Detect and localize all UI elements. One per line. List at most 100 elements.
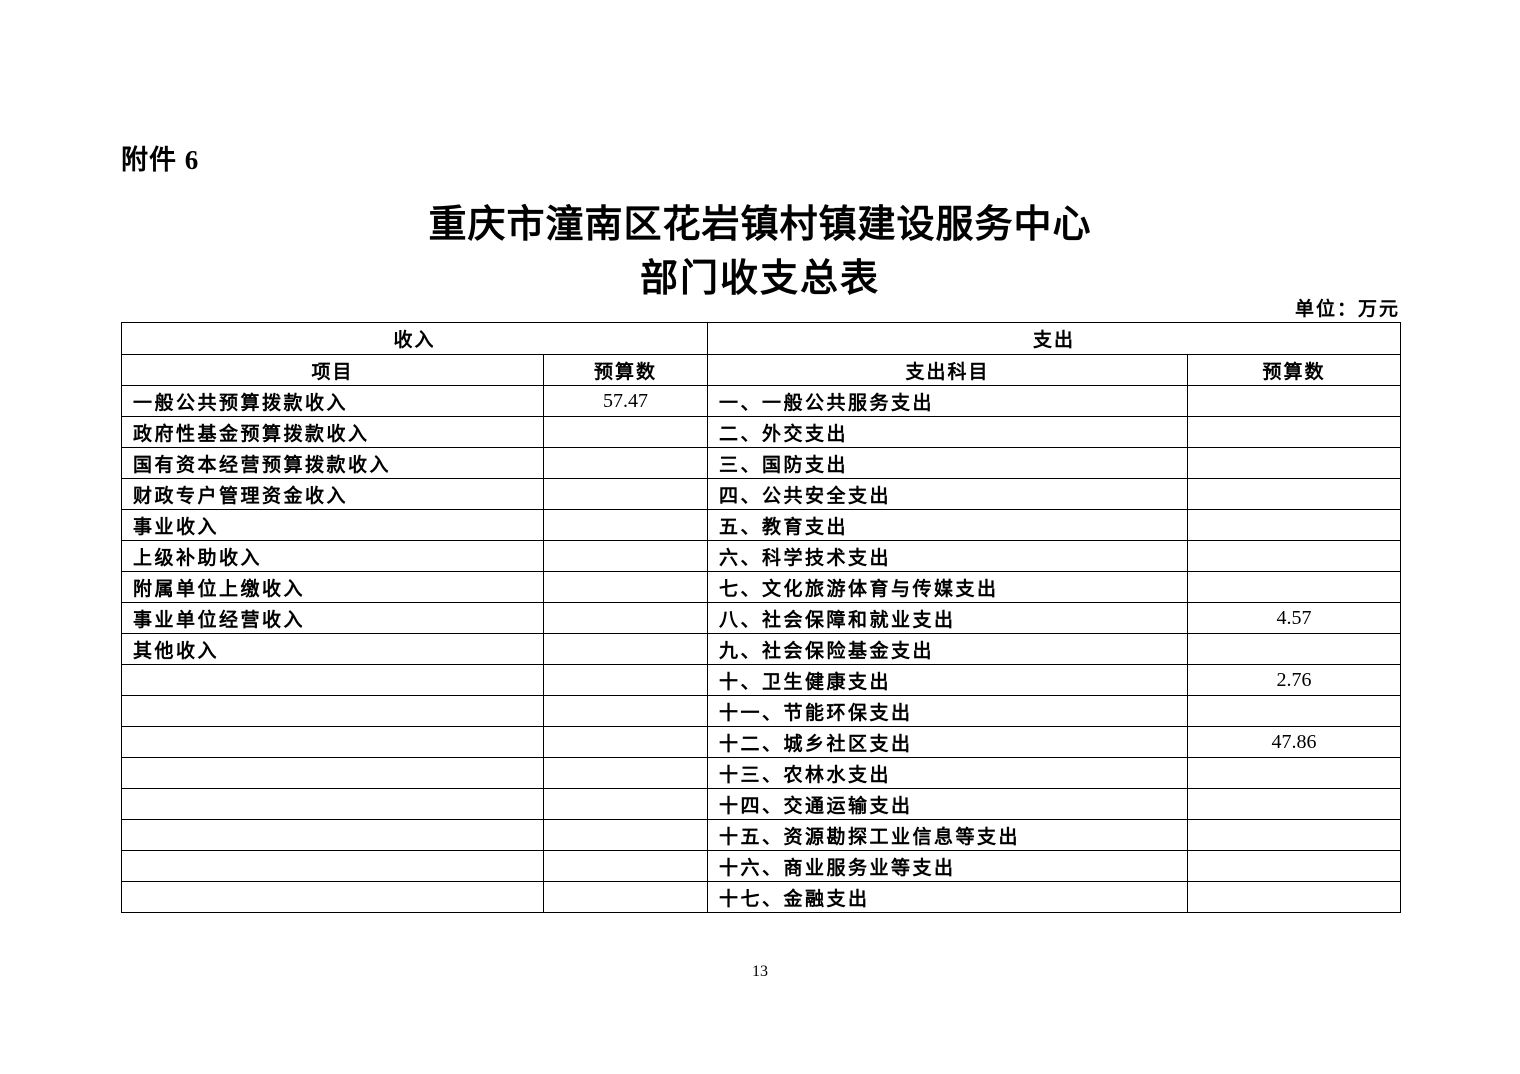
- expenditure-budget-cell: [1187, 447, 1402, 479]
- expenditure-item-cell: 八、社会保障和就业支出: [707, 602, 1189, 634]
- income-budget-cell: [542, 571, 709, 603]
- income-budget-cell: [542, 478, 709, 510]
- table-row: 事业单位经营收入 八、社会保障和就业支出 4.57: [121, 602, 1402, 634]
- expenditure-item-cell: 十二、城乡社区支出: [707, 726, 1189, 758]
- table-row: 一般公共预算拨款收入 57.47 一、一般公共服务支出: [121, 385, 1402, 417]
- income-item-cell: 事业收入: [121, 509, 544, 541]
- expenditure-item-cell: 十三、农林水支出: [707, 757, 1189, 789]
- table-row: 十三、农林水支出: [121, 757, 1402, 789]
- table-row: 附属单位上缴收入 七、文化旅游体育与传媒支出: [121, 571, 1402, 603]
- expenditure-item-cell: 十、卫生健康支出: [707, 664, 1189, 696]
- income-item-cell: 其他收入: [121, 633, 544, 665]
- income-budget-cell: [542, 447, 709, 479]
- table-row: 政府性基金预算拨款收入 二、外交支出: [121, 416, 1402, 448]
- income-item-cell: 事业单位经营收入: [121, 602, 544, 634]
- expenditure-budget-cell: [1187, 509, 1402, 541]
- income-item-cell: [121, 850, 544, 882]
- unit-label: 单位：万元: [1294, 299, 1400, 320]
- income-item-cell: [121, 819, 544, 851]
- income-item-cell: 财政专户管理资金收入: [121, 478, 544, 510]
- income-item-cell: 一般公共预算拨款收入: [121, 385, 544, 417]
- attachment-label: 附件 6: [121, 145, 200, 175]
- expenditure-budget-cell: [1187, 881, 1402, 913]
- expenditure-item-cell: 十七、金融支出: [707, 881, 1189, 913]
- expenditure-item-cell: 十五、资源勘探工业信息等支出: [707, 819, 1189, 851]
- column-header-row: 项目 预算数 支出科目 预算数: [121, 354, 1402, 386]
- expenditure-budget-cell: 47.86: [1187, 726, 1402, 758]
- income-item-cell: [121, 726, 544, 758]
- expenditure-item-cell: 五、教育支出: [707, 509, 1189, 541]
- page-number: 13: [752, 963, 768, 980]
- income-budget-cell: [542, 633, 709, 665]
- income-item-cell: [121, 788, 544, 820]
- expenditure-budget-cell: [1187, 850, 1402, 882]
- table-row: 财政专户管理资金收入 四、公共安全支出: [121, 478, 1402, 510]
- expenditure-item-cell: 一、一般公共服务支出: [707, 385, 1189, 417]
- expenditure-budget-cell: [1187, 788, 1402, 820]
- income-item-cell: [121, 664, 544, 696]
- expenditure-budget-cell: [1187, 540, 1402, 572]
- income-item-cell: 上级补助收入: [121, 540, 544, 572]
- expenditure-item-cell: 九、社会保险基金支出: [707, 633, 1189, 665]
- expenditure-budget-cell: 4.57: [1187, 602, 1402, 634]
- section-header-row: 收入 支出: [120, 322, 1402, 355]
- table-row: 十二、城乡社区支出 47.86: [121, 726, 1402, 758]
- budget-table-body: 一般公共预算拨款收入 57.47 一、一般公共服务支出 政府性基金预算拨款收入 二、外交…: [121, 385, 1402, 913]
- table-row: 事业收入 五、教育支出: [121, 509, 1402, 541]
- income-budget-cell: [542, 416, 709, 448]
- expenditure-item-cell: 六、科学技术支出: [707, 540, 1189, 572]
- income-budget-cell: [542, 540, 709, 572]
- expenditure-budget-cell: [1187, 478, 1402, 510]
- income-budget-cell: [542, 664, 709, 696]
- income-item-cell: [121, 695, 544, 727]
- table-row: 十五、资源勘探工业信息等支出: [121, 819, 1402, 851]
- expenditure-item-cell: 十一、节能环保支出: [707, 695, 1189, 727]
- expenditure-item-cell: 十六、商业服务业等支出: [707, 850, 1189, 882]
- table-row: 十四、交通运输支出: [121, 788, 1402, 820]
- table-row: 十七、金融支出: [121, 881, 1402, 913]
- income-budget-cell: [542, 695, 709, 727]
- document-title-line1: 重庆市潼南区花岩镇村镇建设服务中心: [428, 204, 1092, 246]
- expenditure-item-cell: 四、公共安全支出: [707, 478, 1189, 510]
- income-budget-cell: [542, 788, 709, 820]
- income-item-cell: 国有资本经营预算拨款收入: [121, 447, 544, 479]
- income-budget-cell: [542, 726, 709, 758]
- income-budget-cell: [542, 881, 709, 913]
- table-row: 十、卫生健康支出 2.76: [121, 664, 1402, 696]
- table-row: 国有资本经营预算拨款收入 三、国防支出: [121, 447, 1402, 479]
- income-budget-cell: [542, 602, 709, 634]
- table-row: 其他收入 九、社会保险基金支出: [121, 633, 1402, 665]
- expenditure-budget-cell: [1187, 416, 1402, 448]
- income-item-cell: [121, 881, 544, 913]
- income-section-header: 收入: [120, 322, 709, 355]
- expenditure-budget-cell: 2.76: [1187, 664, 1402, 696]
- income-budget-cell: [542, 850, 709, 882]
- income-budget-cell: 57.47: [542, 385, 709, 417]
- expenditure-budget-cell: [1187, 757, 1402, 789]
- expenditure-item-cell: 七、文化旅游体育与传媒支出: [707, 571, 1189, 603]
- expenditure-budget-cell: [1187, 819, 1402, 851]
- expenditure-item-cell: 三、国防支出: [707, 447, 1189, 479]
- income-budget-cell: [542, 509, 709, 541]
- income-budget-column-header: 预算数: [542, 354, 709, 386]
- document-title-line2: 部门收支总表: [639, 258, 880, 300]
- expenditure-budget-cell: [1187, 695, 1402, 727]
- expenditure-budget-cell: [1187, 571, 1402, 603]
- income-budget-cell: [542, 819, 709, 851]
- income-item-column-header: 项目: [121, 354, 544, 386]
- expenditure-section-header: 支出: [707, 322, 1402, 355]
- income-item-cell: 政府性基金预算拨款收入: [121, 416, 544, 448]
- table-row: 十六、商业服务业等支出: [121, 850, 1402, 882]
- expenditure-budget-column-header: 预算数: [1187, 354, 1402, 386]
- expenditure-item-cell: 二、外交支出: [707, 416, 1189, 448]
- table-row: 上级补助收入 六、科学技术支出: [121, 540, 1402, 572]
- expenditure-budget-cell: [1187, 385, 1402, 417]
- expenditure-item-column-header: 支出科目: [707, 354, 1189, 386]
- expenditure-item-cell: 十四、交通运输支出: [707, 788, 1189, 820]
- income-item-cell: 附属单位上缴收入: [121, 571, 544, 603]
- table-row: 十一、节能环保支出: [121, 695, 1402, 727]
- income-budget-cell: [542, 757, 709, 789]
- expenditure-budget-cell: [1187, 633, 1402, 665]
- budget-table: 收入 支出 项目 预算数 支出科目 预算数 一般公共预算拨款收入 57.47 一、一…: [120, 322, 1402, 913]
